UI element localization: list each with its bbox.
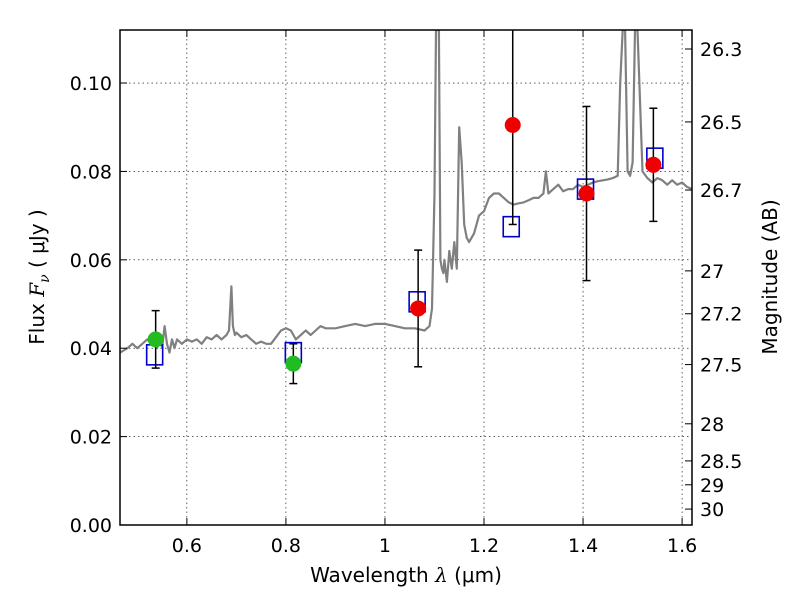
nir-detection-point	[578, 185, 595, 202]
y-tick-label: 0.06	[70, 250, 112, 272]
y2-axis-label: Magnitude (AB)	[758, 199, 782, 354]
optical-detection-point	[147, 331, 164, 348]
mag-tick-label: 27.2	[700, 304, 742, 326]
mag-tick-label: 30	[700, 499, 724, 521]
spectrum-line	[120, 30, 692, 354]
y-tick-label: 0.00	[70, 515, 112, 537]
x-tick-label: 1	[379, 535, 391, 557]
plot-area	[120, 30, 692, 385]
model-flux-square	[502, 215, 521, 238]
y-tick-label: 0.04	[70, 338, 112, 360]
mag-tick-label: 26.7	[700, 180, 742, 202]
mag-tick-label: 29	[700, 475, 724, 497]
y-axis-label: Flux Fν ( μJy )	[25, 209, 53, 344]
gridlines	[120, 30, 692, 525]
x-tick-label: 1.2	[469, 535, 499, 557]
x-tick-label: 1.6	[667, 535, 697, 557]
x-axis-label: Wavelength λ (μm)	[310, 563, 502, 587]
nir-detection-point	[410, 300, 427, 317]
mag-tick-label: 26.3	[700, 39, 742, 61]
y-tick-label: 0.08	[70, 161, 112, 183]
x-tick-label: 1.4	[568, 535, 598, 557]
y-tick-label: 0.02	[70, 427, 112, 449]
optical-detection-point	[285, 355, 302, 372]
nir-detection-point	[504, 117, 521, 134]
axes: 0.6 0.8 1 1.2 1.4 1.6 0.00 0.02 0.04 0.06 0.08 0.10…	[70, 30, 742, 557]
x-tick-label: 0.8	[271, 535, 301, 557]
nir-detection-point	[645, 156, 662, 173]
y-tick-label: 0.10	[70, 73, 112, 95]
x-tick-label: 0.6	[172, 535, 202, 557]
mag-tick-label: 28.5	[700, 451, 742, 473]
mag-tick-label: 28	[700, 414, 724, 436]
mag-tick-label: 27	[700, 261, 724, 283]
plot-frame	[119, 29, 693, 526]
mag-tick-label: 27.5	[700, 355, 742, 377]
mag-tick-label: 26.5	[700, 112, 742, 134]
